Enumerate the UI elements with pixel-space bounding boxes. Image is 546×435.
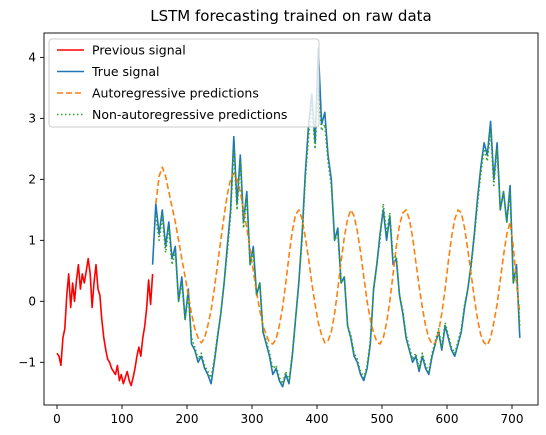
series-line-3: [155, 87, 521, 385]
x-tick-label: 0: [53, 412, 61, 426]
series-line-0: [56, 257, 154, 387]
x-tick-label: 500: [371, 412, 394, 426]
legend-box: [48, 38, 320, 128]
y-tick-label: 4: [28, 50, 36, 64]
y-tick-label: −1: [18, 355, 36, 369]
x-tick-label: 400: [306, 412, 329, 426]
chart-title: LSTM forecasting trained on raw data: [150, 7, 432, 25]
legend-label-2: Autoregressive predictions: [92, 86, 259, 101]
y-tick-label: 2: [28, 172, 36, 186]
x-tick-label: 600: [436, 412, 459, 426]
y-tick-label: 3: [28, 111, 36, 125]
x-tick-label: 100: [111, 412, 134, 426]
x-tick-label: 200: [176, 412, 199, 426]
legend-label-0: Previous signal: [92, 43, 186, 58]
y-tick-label: 1: [28, 233, 36, 247]
x-tick-label: 300: [241, 412, 264, 426]
series-line-1: [151, 47, 521, 388]
legend-label-1: True signal: [91, 64, 160, 79]
legend: Previous signal True signal Autoregressive…: [48, 38, 320, 128]
plot-frame: [43, 32, 539, 406]
x-tick-label: 700: [501, 412, 524, 426]
series-line-2: [155, 166, 521, 347]
y-tick-label: 0: [28, 294, 36, 308]
series-lines: [56, 47, 521, 388]
legend-label-3: Non-autoregressive predictions: [92, 107, 287, 122]
